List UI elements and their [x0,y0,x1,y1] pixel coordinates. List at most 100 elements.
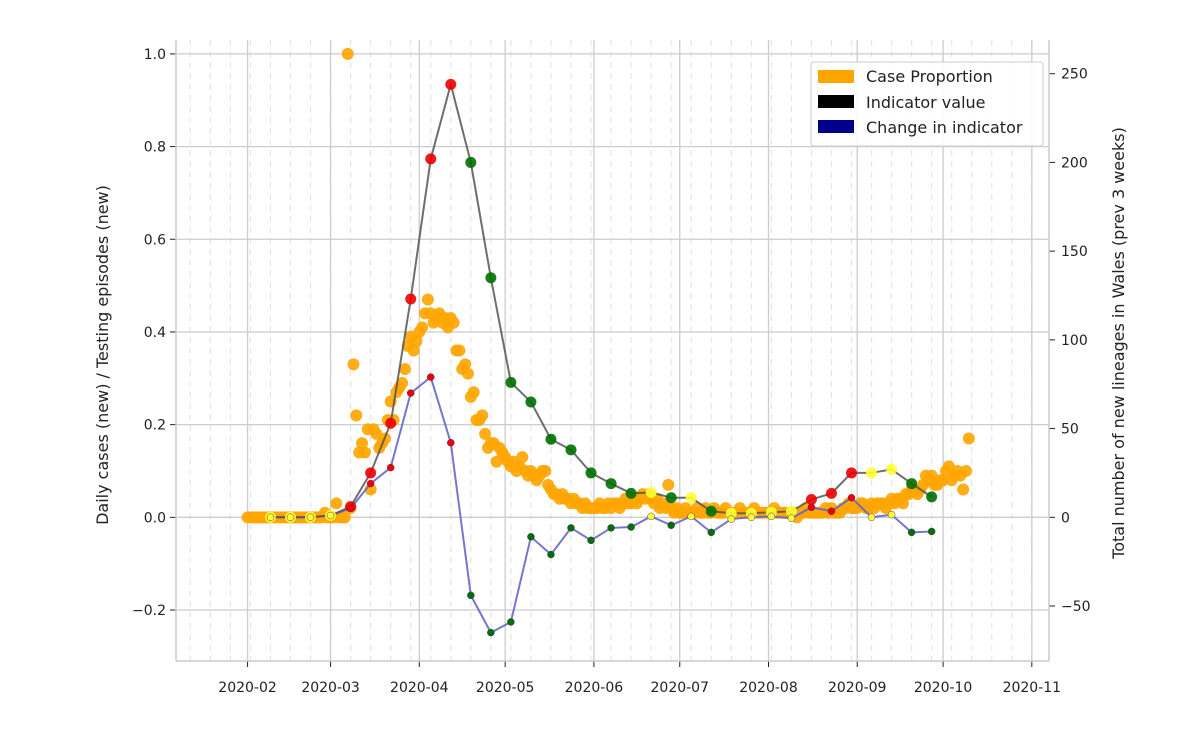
change-in-indicator-point [286,513,295,522]
change-in-indicator-point [306,513,315,522]
case-proportion-point [421,293,434,306]
change-in-indicator-point [847,494,856,502]
legend-swatch-change-in-indicator [818,120,854,133]
case-proportion-point [461,367,474,380]
x-tick-label: 2020-02 [218,680,277,696]
case-proportion-point [539,464,552,477]
case-proportion-point [396,376,409,389]
indicator-value-point [825,487,837,499]
change-in-indicator-line [270,375,932,634]
change-in-indicator-point [366,479,375,488]
indicator-value-point [525,396,537,408]
x-tick-label: 2020-07 [651,680,710,696]
change-in-indicator-point [747,513,756,522]
change-in-indicator-point [667,521,675,530]
change-in-indicator-point [587,536,595,545]
indicator-value-point [505,376,517,388]
y-tick-label-right: 0 [1061,510,1070,526]
x-tick-label: 2020-11 [1003,680,1062,696]
change-in-indicator-point [907,528,916,537]
change-in-indicator-point [787,514,796,522]
legend-label-case-proportion: Case Proportion [866,67,993,86]
change-in-indicator-point [607,524,615,532]
case-proportion-point [330,497,343,510]
change-in-indicator-point [707,528,715,537]
indicator-value-point [926,491,938,503]
change-in-indicator-point [647,512,655,521]
indicator-value-point [425,153,437,165]
x-tick-label: 2020-08 [739,680,798,696]
y-axis-label-right: Total number of new lineages in Wales (p… [1109,127,1128,560]
change-in-indicator-point [767,512,776,521]
change-in-indicator-point [426,373,435,381]
y-tick-label-left: 0.2 [144,418,166,434]
indicator-value-point [886,463,898,475]
indicator-value-point [545,433,557,445]
legend-swatch-case-proportion [818,70,854,83]
case-proportion-point [479,427,492,440]
case-proportion-point [407,344,420,357]
change-in-indicator-point [927,527,936,536]
change-in-indicator-point [867,513,876,522]
y-tick-label-left: 0.8 [144,140,166,156]
change-in-indicator-point [507,618,515,626]
indicator-value-point [846,467,858,479]
legend-box [810,61,1044,147]
y-tick-label-left: 0.4 [144,325,166,341]
change-in-indicator-point [727,515,736,523]
indicator-value-point [805,494,817,506]
case-proportion-point [516,451,529,464]
case-proportion-point [358,446,371,459]
y-tick-label-left: 1.0 [144,47,166,63]
indicator-value-point [785,505,797,517]
change-in-indicator-point [487,628,495,637]
case-proportion-point [341,47,354,60]
indicator-value-point [365,467,377,479]
change-in-indicator-point [406,389,415,397]
x-tick-label: 2020-04 [390,680,449,696]
legend-label-indicator-value: Indicator value [866,93,986,112]
indicator-value-point [565,444,577,456]
x-tick-label: 2020-05 [476,680,535,696]
y-axis-label-left: Daily cases (new) / Testing episodes (ne… [93,185,112,525]
x-tick-label: 2020-06 [565,680,624,696]
y-tick-label-right: 250 [1061,67,1088,83]
y-tick-label-left: −0.2 [132,603,166,619]
change-in-indicator-point [346,504,355,513]
change-in-indicator-point [887,510,896,519]
case-proportion-point [662,478,675,491]
change-in-indicator-point [807,503,816,512]
x-tick-label: 2020-09 [828,680,887,696]
case-proportion-point [356,437,369,450]
indicator-value-point [866,467,878,479]
y-tick-label-left: 0.0 [144,510,166,526]
indicator-value-point [665,492,677,504]
indicator-value-point [645,486,657,498]
indicator-value-point [485,272,497,284]
indicator-value-point [445,78,457,90]
case-proportion-point [416,321,429,334]
y-tick-label-right: 150 [1061,244,1088,260]
change-in-indicator-point [547,550,555,559]
change-in-indicator-point [447,439,455,447]
case-proportion-point [453,344,466,357]
change-in-indicator-point [266,513,275,522]
case-proportion-point [350,409,363,422]
case-proportion-point [467,386,480,399]
case-proportion-point [398,363,411,376]
change-in-indicator-point [386,463,395,472]
grid [176,40,1049,661]
indicator-value-point [385,417,397,429]
legend-swatch-indicator-value [818,95,854,108]
indicator-value-point [605,478,617,490]
indicator-value-point [685,492,697,504]
case-proportion-point [338,511,351,524]
case-proportion-point [959,464,972,477]
change-in-indicator-point [467,591,475,600]
series [241,47,975,637]
case-proportion-point [937,474,950,487]
x-tick-label: 2020-10 [914,680,973,696]
y-tick-label-right: 200 [1061,155,1088,171]
legend: Case Proportion Indicator value Change i… [810,61,1044,147]
